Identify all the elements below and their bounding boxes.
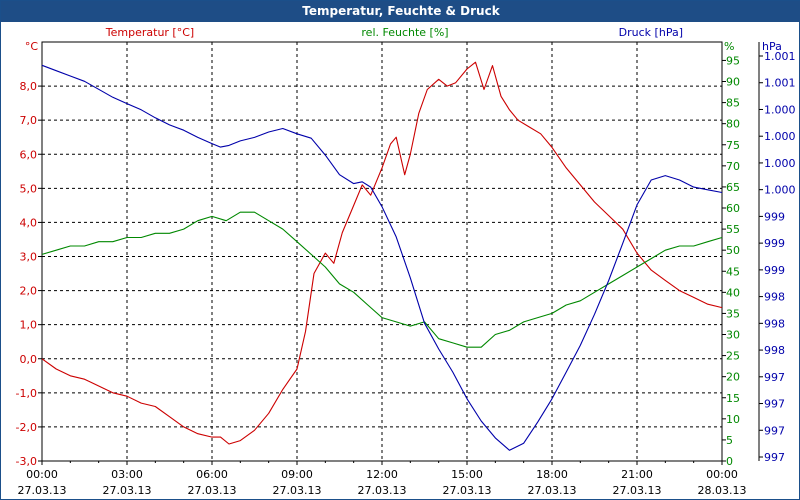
- left-axis-tick-label: 1,0: [20, 319, 38, 332]
- left-axis-tick-label: 8,0: [20, 80, 38, 93]
- humidity-axis-tick-label: 95: [726, 54, 740, 67]
- left-axis-tick-label: 6,0: [20, 148, 38, 161]
- pressure-axis-tick-label: 997: [764, 451, 785, 464]
- x-tick-label-time: 12:00: [366, 468, 398, 481]
- pressure-axis-tick-label: 1.000: [764, 184, 796, 197]
- humidity-axis-tick-label: 25: [726, 350, 740, 363]
- right-axis-unit-pressure: hPa: [762, 40, 782, 53]
- x-tick-label-date: 28.03.13: [698, 484, 747, 497]
- x-tick-label-date: 27.03.13: [273, 484, 322, 497]
- pressure-axis-tick-label: 998: [764, 317, 785, 330]
- humidity-axis-tick-label: 55: [726, 223, 740, 236]
- legend-humidity: rel. Feuchte [%]: [361, 26, 448, 39]
- humidity-axis-tick-label: 35: [726, 307, 740, 320]
- pressure-axis-tick-label: 999: [764, 264, 785, 277]
- pressure-axis-tick-label: 998: [764, 344, 785, 357]
- pressure-axis-tick-label: 1.000: [764, 130, 796, 143]
- x-tick-label-date: 27.03.13: [528, 484, 577, 497]
- x-tick-label-time: 06:00: [196, 468, 228, 481]
- right-axis-unit-humidity: %: [724, 40, 734, 53]
- humidity-axis-tick-label: 15: [726, 392, 740, 405]
- humidity-axis-tick-label: 80: [726, 118, 740, 131]
- title-bar: [1, 1, 800, 22]
- x-tick-label-date: 27.03.13: [443, 484, 492, 497]
- legend-pressure: Druck [hPa]: [619, 26, 683, 39]
- pressure-axis-tick-label: 997: [764, 424, 785, 437]
- pressure-axis-tick-label: 997: [764, 398, 785, 411]
- pressure-axis-tick-label: 997: [764, 371, 785, 384]
- humidity-axis-tick-label: 40: [726, 286, 740, 299]
- x-tick-label-date: 27.03.13: [18, 484, 67, 497]
- left-axis-tick-label: -1,0: [16, 387, 37, 400]
- pressure-axis-tick-label: 999: [764, 237, 785, 250]
- left-axis-tick-label: 3,0: [20, 251, 38, 264]
- humidity-axis-tick-label: 10: [726, 413, 740, 426]
- x-tick-label-time: 21:00: [621, 468, 653, 481]
- left-axis-tick-label: -3,0: [16, 455, 37, 468]
- left-axis-tick-label: 2,0: [20, 285, 38, 298]
- x-tick-label-date: 27.03.13: [103, 484, 152, 497]
- legend-temperature: Temperatur [°C]: [105, 26, 194, 39]
- x-tick-label-time: 00:00: [26, 468, 58, 481]
- pressure-axis-tick-label: 1.001: [764, 50, 796, 63]
- x-tick-label-time: 18:00: [536, 468, 568, 481]
- humidity-axis-tick-label: 30: [726, 329, 740, 342]
- x-tick-label-date: 27.03.13: [613, 484, 662, 497]
- x-tick-label-time: 09:00: [281, 468, 313, 481]
- humidity-axis-tick-label: 20: [726, 371, 740, 384]
- x-tick-label-time: 15:00: [451, 468, 483, 481]
- humidity-line: [41, 211, 723, 348]
- left-axis-tick-label: 7,0: [20, 114, 38, 127]
- left-axis-tick-label: 4,0: [20, 216, 38, 229]
- left-axis-tick-label: -2,0: [16, 421, 37, 434]
- humidity-axis-tick-label: 65: [726, 181, 740, 194]
- x-tick-label-time: 00:00: [706, 468, 738, 481]
- humidity-axis-tick-label: 90: [726, 76, 740, 89]
- x-tick-label-time: 03:00: [111, 468, 143, 481]
- pressure-axis-tick-label: 1.000: [764, 103, 796, 116]
- x-tick-label-date: 27.03.13: [188, 484, 237, 497]
- humidity-axis-tick-label: 45: [726, 265, 740, 278]
- pressure-axis-tick-label: 999: [764, 210, 785, 223]
- pressure-line: [41, 64, 723, 451]
- pressure-axis-tick-label: 1.000: [764, 157, 796, 170]
- humidity-axis-tick-label: 60: [726, 202, 740, 215]
- pressure-axis-tick-label: 998: [764, 291, 785, 304]
- x-tick-label-date: 27.03.13: [358, 484, 407, 497]
- humidity-axis-tick-label: 85: [726, 97, 740, 110]
- humidity-axis-tick-label: 50: [726, 244, 740, 257]
- humidity-axis-tick-label: 0: [726, 455, 733, 468]
- humidity-axis-tick-label: 70: [726, 160, 740, 173]
- chart-title: Temperatur, Feuchte & Druck: [302, 4, 500, 18]
- left-axis-tick-label: 0,0: [20, 353, 38, 366]
- humidity-axis-tick-label: 75: [726, 139, 740, 152]
- left-axis-tick-label: 5,0: [20, 182, 38, 195]
- temperature-line: [41, 61, 723, 445]
- humidity-axis-tick-label: 5: [726, 434, 733, 447]
- left-axis-unit: °C: [25, 40, 39, 53]
- pressure-axis-tick-label: 1.001: [764, 77, 796, 90]
